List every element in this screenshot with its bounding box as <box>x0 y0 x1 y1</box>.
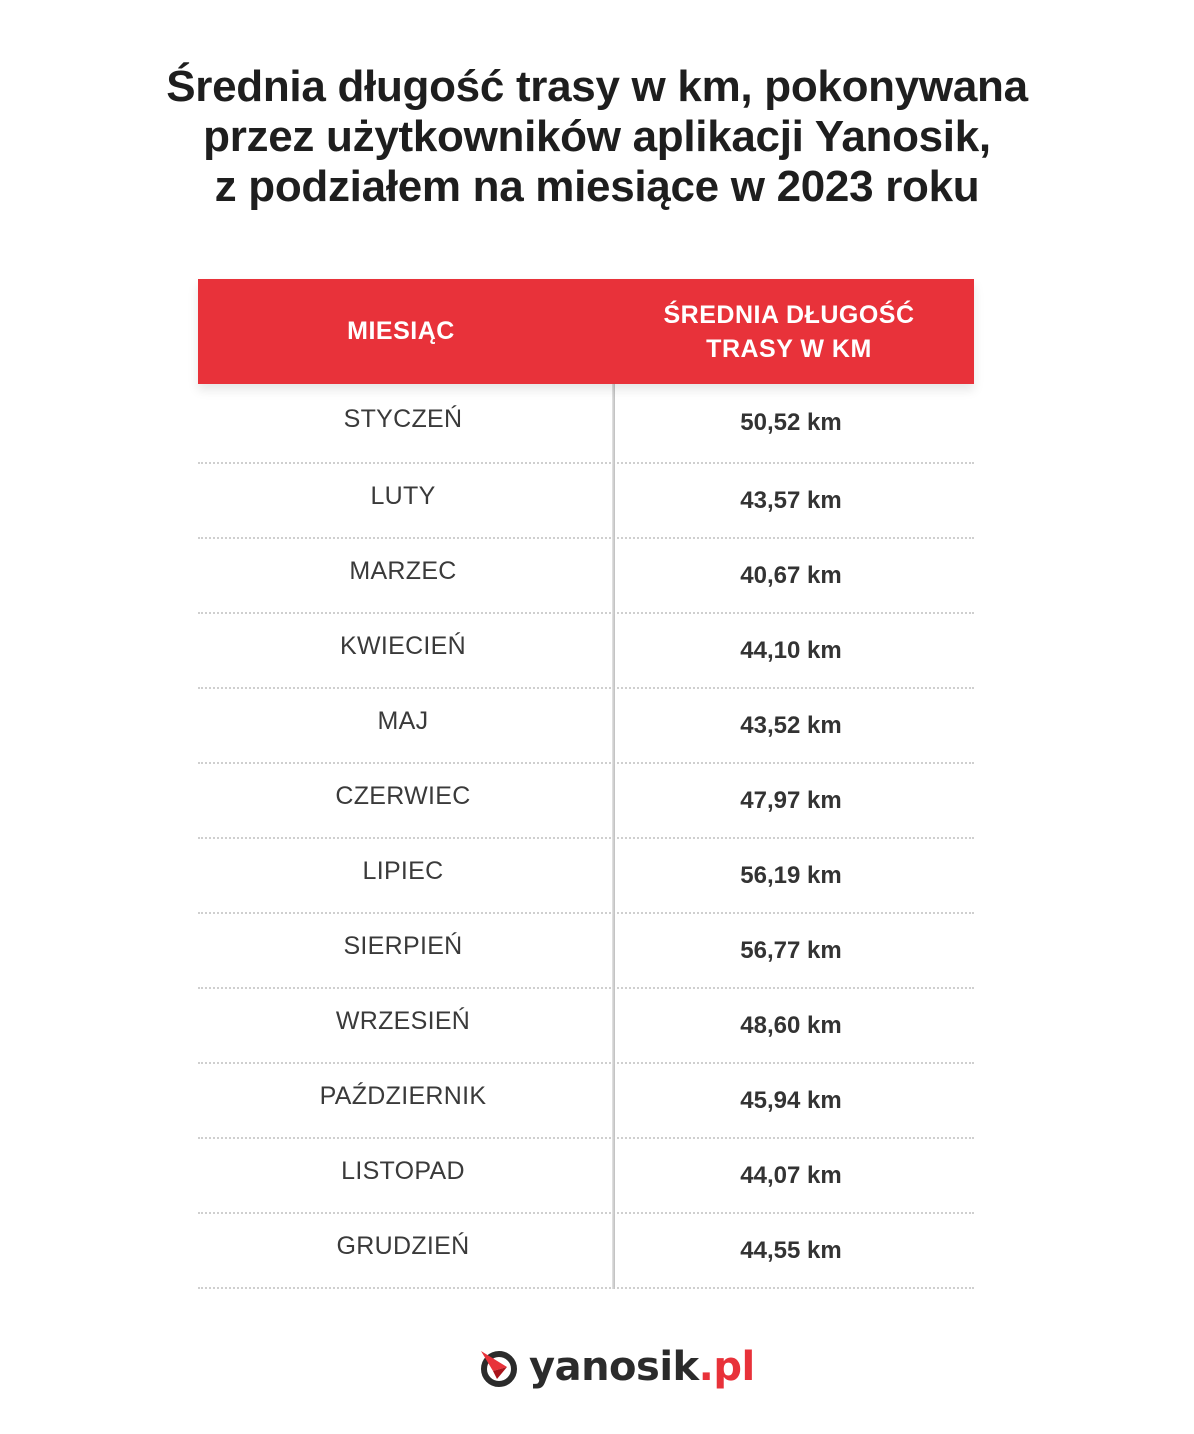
month-cell: KWIECIEŃ <box>339 632 467 660</box>
table-row: WRZESIEŃ 48,60 km <box>198 989 974 1064</box>
chart-title: Średnia długość trasy w km, pokonywana p… <box>0 62 1194 212</box>
table-row: LIPIEC 56,19 km <box>198 839 974 914</box>
data-table: MIESIĄC ŚREDNIA DŁUGOŚĆ TRASY W KM STYCZ… <box>198 279 974 1289</box>
table-row: CZERWIEC 47,97 km <box>198 764 974 839</box>
value-cell: 56,19 km <box>740 861 842 889</box>
month-cell: LISTOPAD <box>341 1157 465 1185</box>
header-average-length-line-2: TRASY W KM <box>706 334 872 363</box>
value-cell: 40,67 km <box>740 561 842 589</box>
value-cell: 44,55 km <box>740 1236 842 1264</box>
value-cell: 50,52 km <box>740 409 842 436</box>
value-cell: 43,57 km <box>740 486 842 514</box>
logo-tld: .pl <box>698 1344 756 1390</box>
month-cell: SIERPIEŃ <box>343 932 463 960</box>
table-row: PAŹDZIERNIK 45,94 km <box>198 1064 974 1139</box>
table-row: STYCZEŃ 50,52 km <box>198 384 974 464</box>
month-cell: STYCZEŃ <box>343 404 463 433</box>
title-line-3: z podziałem na miesiące w 2023 roku <box>214 162 980 211</box>
header-month: MIESIĄC <box>347 317 455 345</box>
header-average-length-line-1: ŚREDNIA DŁUGOŚĆ <box>663 300 915 329</box>
month-cell: WRZESIEŃ <box>335 1007 471 1035</box>
yanosik-logo: yanosik.pl <box>477 1342 755 1392</box>
value-cell: 43,52 km <box>740 711 842 739</box>
logo-text: yanosik.pl <box>529 1344 755 1390</box>
month-cell: MAJ <box>377 707 429 735</box>
table-row: MAJ 43,52 km <box>198 689 974 764</box>
value-cell: 44,07 km <box>740 1161 842 1189</box>
header-average-length: ŚREDNIA DŁUGOŚĆ TRASY W KM <box>604 298 974 366</box>
table-row: LISTOPAD 44,07 km <box>198 1139 974 1214</box>
title-line-1: Średnia długość trasy w km, pokonywana <box>166 62 1028 111</box>
value-cell: 44,10 km <box>740 636 842 664</box>
month-cell: MARZEC <box>349 557 457 585</box>
table-row: LUTY 43,57 km <box>198 464 974 539</box>
table-row: SIERPIEŃ 56,77 km <box>198 914 974 989</box>
month-cell: LIPIEC <box>362 857 444 885</box>
month-cell: LUTY <box>370 482 436 510</box>
month-cell: CZERWIEC <box>335 782 471 810</box>
value-cell: 47,97 km <box>740 786 842 814</box>
value-cell: 48,60 km <box>740 1011 842 1039</box>
month-cell: PAŹDZIERNIK <box>319 1082 487 1110</box>
table-row: MARZEC 40,67 km <box>198 539 974 614</box>
table-header: MIESIĄC ŚREDNIA DŁUGOŚĆ TRASY W KM <box>198 279 974 384</box>
value-cell: 45,94 km <box>740 1086 842 1114</box>
title-line-2: przez użytkowników aplikacji Yanosik, <box>203 112 991 161</box>
table-body: STYCZEŃ 50,52 km LUTY 43,57 km MARZEC 40,67 k… <box>198 384 974 1289</box>
month-cell: GRUDZIEŃ <box>336 1232 470 1260</box>
table-row: KWIECIEŃ 44,10 km <box>198 614 974 689</box>
yanosik-logo-icon <box>481 1351 517 1387</box>
logo-brand: yanosik <box>529 1344 699 1390</box>
table-row: GRUDZIEŃ 44,55 km <box>198 1214 974 1289</box>
value-cell: 56,77 km <box>740 936 842 964</box>
